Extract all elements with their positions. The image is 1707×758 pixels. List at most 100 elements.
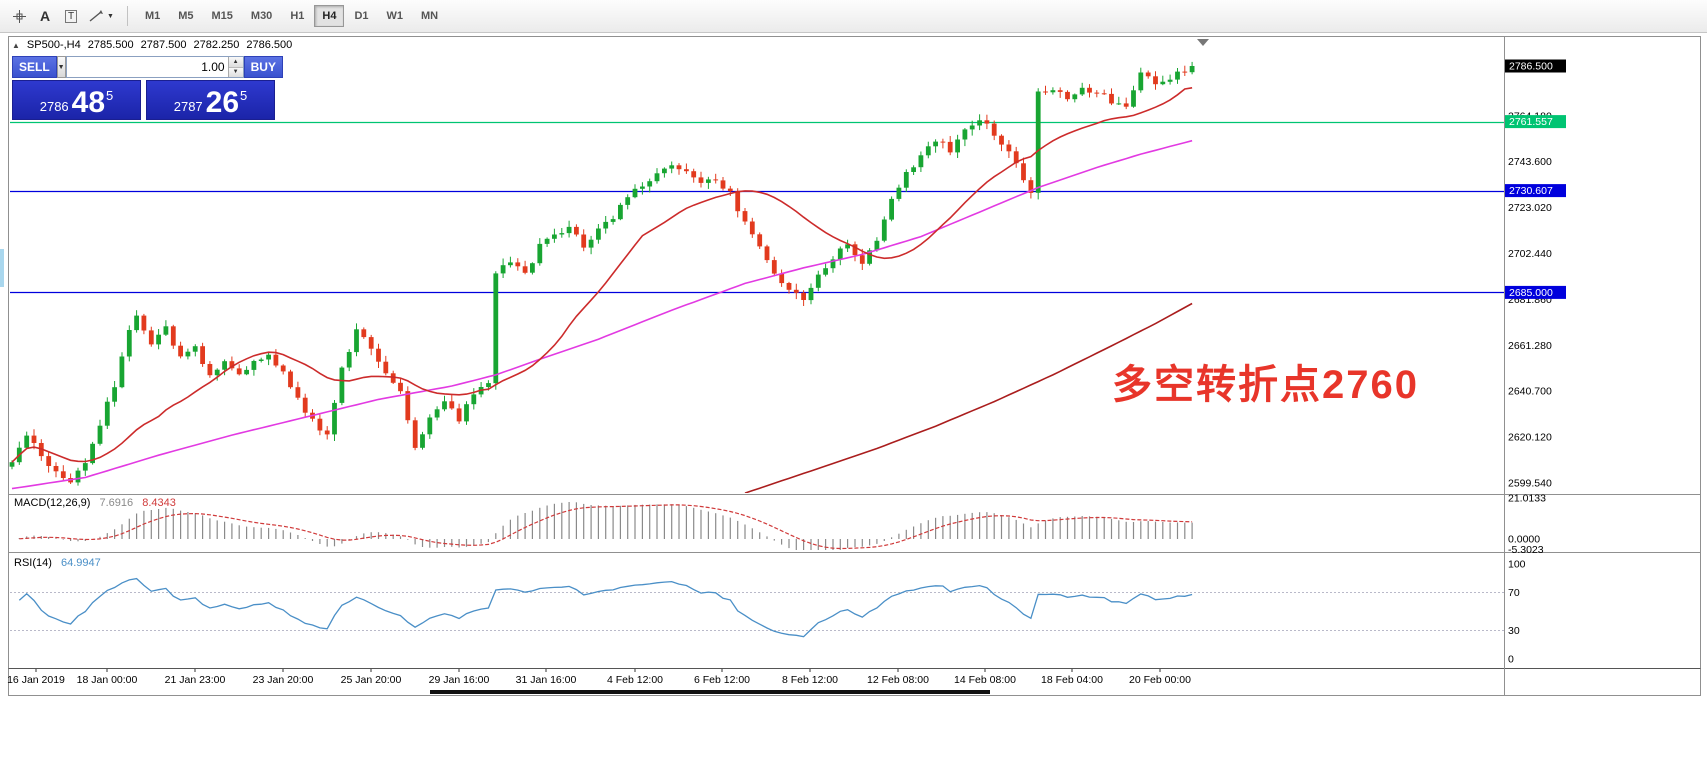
candles-layer [9, 61, 1195, 486]
timeframe-mn[interactable]: MN [413, 5, 446, 27]
timeframe-w1[interactable]: W1 [379, 5, 412, 27]
horizontal-level-lines[interactable] [10, 121, 1504, 294]
toolbar-separator [126, 6, 128, 26]
svg-text:2620.120: 2620.120 [1508, 432, 1552, 444]
rsi-label: RSI(14) 64.9947 [14, 557, 107, 569]
timeframe-m15[interactable]: M15 [204, 5, 241, 27]
chart-canvas[interactable]: 2764.1802743.6002723.0202702.4402681.860… [0, 33, 1707, 758]
chevron-down-icon: ▼ [107, 12, 114, 20]
svg-text:70: 70 [1508, 587, 1520, 599]
text-box-icon[interactable]: T [58, 4, 84, 28]
macd-value: 7.6916 [99, 497, 134, 509]
sell-price-display[interactable]: 2786 48 5 [12, 80, 141, 120]
chart-header: ▲ SP500-,H4 2785.500 2787.500 2782.250 2… [12, 39, 292, 51]
svg-text:8 Feb 12:00: 8 Feb 12:00 [782, 674, 838, 686]
rsi-name: RSI(14) [14, 557, 52, 569]
ma-fast-line [11, 87, 1193, 463]
svg-text:14 Feb 08:00: 14 Feb 08:00 [954, 674, 1016, 686]
buy-price-main: 26 [205, 86, 240, 119]
svg-text:20 Feb 00:00: 20 Feb 00:00 [1129, 674, 1191, 686]
h-scrollbar-thumb[interactable] [430, 690, 990, 694]
price-axis[interactable]: 2764.1802743.6002723.0202702.4402681.860… [1505, 59, 1566, 490]
svg-text:6 Feb 12:00: 6 Feb 12:00 [694, 674, 750, 686]
svg-text:100: 100 [1508, 559, 1526, 571]
toolbar: A T ▼ M1 M5 M15 M30 H1 H4 D1 W1 MN [0, 0, 1707, 33]
svg-text:-5.3023: -5.3023 [1508, 544, 1544, 556]
buy-price-prefix: 2787 [173, 99, 203, 114]
one-click-trading-panel: SELL ▼ ▲ ▼ BUY 2786 48 5 2787 26 [12, 56, 283, 120]
high-value: 2787.500 [140, 39, 187, 51]
time-axis[interactable]: 16 Jan 2019 18 Jan 00:00 21 Jan 23:00 23 Ja… [7, 669, 1191, 686]
volume-decrease-button[interactable]: ▼ [228, 67, 243, 77]
svg-text:2743.600: 2743.600 [1508, 156, 1552, 168]
macd-axis: 21.0133 0.0000-5.3023 [1508, 493, 1546, 556]
timeframe-bar: M1 M5 M15 M30 H1 H4 D1 W1 MN [137, 5, 448, 27]
svg-text:2723.020: 2723.020 [1508, 202, 1552, 214]
volume-input[interactable] [66, 57, 228, 77]
draw-tools-icon[interactable]: ▼ [84, 4, 118, 28]
symbol-period-label: SP500-,H4 [26, 39, 81, 51]
ma-slow-line [744, 302, 1193, 493]
lot-dropdown-button[interactable]: ▼ [56, 56, 66, 78]
sell-price-main: 48 [71, 86, 106, 119]
volume-stepper: ▲ ▼ [227, 57, 243, 77]
svg-text:23 Jan 20:00: 23 Jan 20:00 [253, 674, 314, 686]
sell-price-prefix: 2786 [39, 99, 69, 114]
svg-text:2599.540: 2599.540 [1508, 477, 1552, 489]
timeframe-h1[interactable]: H1 [282, 5, 312, 27]
trendline-glyph [89, 10, 103, 22]
rsi-line [18, 577, 1193, 638]
svg-text:2640.700: 2640.700 [1508, 386, 1552, 398]
macd-signal-line [19, 504, 1193, 550]
svg-text:4 Feb 12:00: 4 Feb 12:00 [607, 674, 663, 686]
svg-text:2661.280: 2661.280 [1508, 340, 1552, 352]
trade-panel-prices: 2786 48 5 2787 26 5 [12, 80, 275, 120]
svg-text:0.0000: 0.0000 [1508, 534, 1540, 546]
svg-text:18 Feb 04:00: 18 Feb 04:00 [1041, 674, 1103, 686]
chart-annotation[interactable]: 多空转折点2760 [1112, 363, 1419, 407]
open-value: 2785.500 [87, 39, 134, 51]
text-label-icon[interactable]: A [32, 4, 58, 28]
svg-text:18 Jan 00:00: 18 Jan 00:00 [77, 674, 138, 686]
crosshair-icon[interactable] [6, 4, 32, 28]
svg-text:16 Jan 2019: 16 Jan 2019 [7, 674, 65, 686]
timeframe-d1[interactable]: D1 [346, 5, 376, 27]
ma-mid-line [11, 139, 1193, 490]
svg-text:12 Feb 08:00: 12 Feb 08:00 [867, 674, 929, 686]
chart-shift-marker[interactable] [1197, 39, 1209, 46]
buy-button[interactable]: BUY [243, 56, 283, 78]
macd-signal-value: 8.4343 [142, 497, 176, 509]
volume-increase-button[interactable]: ▲ [228, 57, 243, 68]
rsi-value: 64.9947 [60, 557, 101, 569]
svg-text:29 Jan 16:00: 29 Jan 16:00 [429, 674, 490, 686]
close-value: 2786.500 [246, 39, 293, 51]
low-value: 2782.250 [193, 39, 240, 51]
timeframe-m1[interactable]: M1 [137, 5, 168, 27]
svg-text:31 Jan 16:00: 31 Jan 16:00 [516, 674, 577, 686]
dock-edge [0, 249, 4, 287]
sell-price-sup: 5 [106, 88, 114, 103]
text-label-glyph: A [39, 8, 51, 24]
rsi-axis: 100 70 30 0 [1508, 559, 1526, 666]
text-box-glyph: T [64, 9, 78, 23]
collapse-trade-panel-icon[interactable]: ▲ [12, 40, 20, 50]
timeframe-m5[interactable]: M5 [170, 5, 201, 27]
svg-text:2786.500: 2786.500 [1509, 61, 1553, 73]
volume-field: ▲ ▼ [65, 56, 244, 78]
chevron-down-icon: ▼ [57, 63, 65, 71]
svg-text:0: 0 [1508, 654, 1514, 666]
macd-label: MACD(12,26,9) 7.6916 8.4343 [14, 497, 182, 509]
timeframe-m30[interactable]: M30 [243, 5, 280, 27]
svg-text:30: 30 [1508, 625, 1520, 637]
svg-text:2761.557: 2761.557 [1509, 116, 1553, 128]
svg-text:21.0133: 21.0133 [1508, 493, 1546, 505]
timeframe-h4[interactable]: H4 [314, 5, 345, 27]
svg-text:25 Jan 20:00: 25 Jan 20:00 [341, 674, 402, 686]
rsi-levels [10, 592, 1504, 631]
svg-text:2685.000: 2685.000 [1509, 287, 1553, 299]
sell-button[interactable]: SELL [12, 56, 57, 78]
buy-price-display[interactable]: 2787 26 5 [146, 80, 275, 120]
trade-panel-controls: SELL ▼ ▲ ▼ BUY [12, 56, 283, 78]
macd-name: MACD(12,26,9) [14, 497, 91, 509]
